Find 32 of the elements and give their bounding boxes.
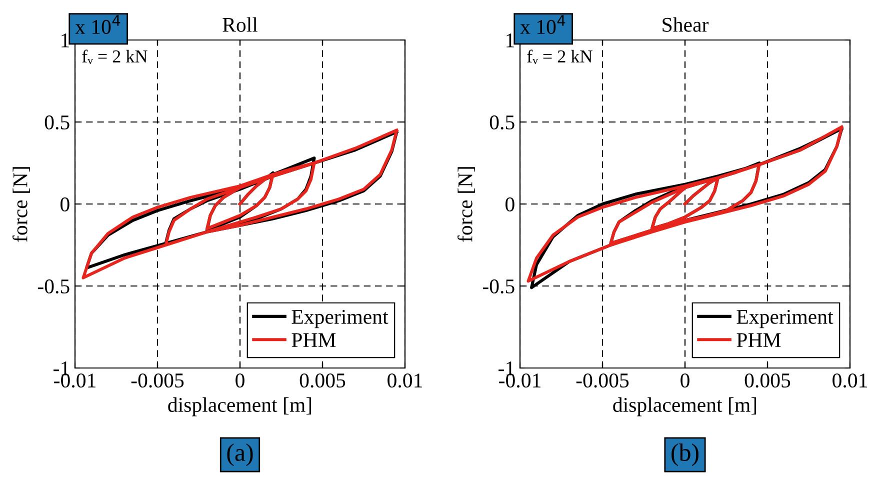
x-tick-label: 0.01	[388, 373, 422, 388]
text: x 10$^{4}$	[75, 15, 120, 34]
chart-title: Roll	[222, 17, 258, 32]
annotation: fᵥ = 2 kN	[527, 50, 592, 64]
x-tick-label: -0.005	[131, 373, 184, 388]
y-tick-label: 0	[506, 197, 514, 212]
y-tick-label: -0.5	[482, 279, 514, 294]
chart-title: Shear	[662, 17, 709, 32]
legend-label: Experiment	[292, 310, 388, 328]
x-axis-title: displacement [m]	[613, 397, 756, 416]
x-tick-label: -0.005	[576, 373, 629, 388]
x-tick-label: 0.005	[300, 373, 346, 388]
x-tick-label: 0.005	[744, 373, 790, 388]
text: (b)	[672, 443, 698, 466]
x-tick-label: -0.01	[499, 373, 540, 388]
x-tick-label: 0	[236, 373, 244, 388]
y-tick-label: 0	[60, 197, 70, 212]
y-axis-title: force [N]	[12, 167, 30, 242]
y-axis-title: force [N]	[458, 167, 475, 242]
y-tick-label: 0.5	[490, 115, 514, 130]
x-tick-label: -0.01	[54, 373, 96, 388]
legend-label: PHM	[736, 333, 781, 347]
x-axis-title: displacement [m]	[168, 397, 312, 416]
y-tick-label: -0.5	[38, 279, 70, 294]
text: (a)	[227, 443, 253, 466]
annotation: fᵥ = 2 kN	[82, 50, 148, 64]
y-tick-label: 0.5	[44, 115, 70, 130]
x-tick-label: 0.01	[832, 373, 867, 388]
x-tick-label: 0	[680, 373, 690, 388]
legend-label: PHM	[292, 333, 336, 347]
text: x 10$^{4}$	[520, 15, 566, 34]
legend-label: Experiment	[736, 310, 834, 328]
